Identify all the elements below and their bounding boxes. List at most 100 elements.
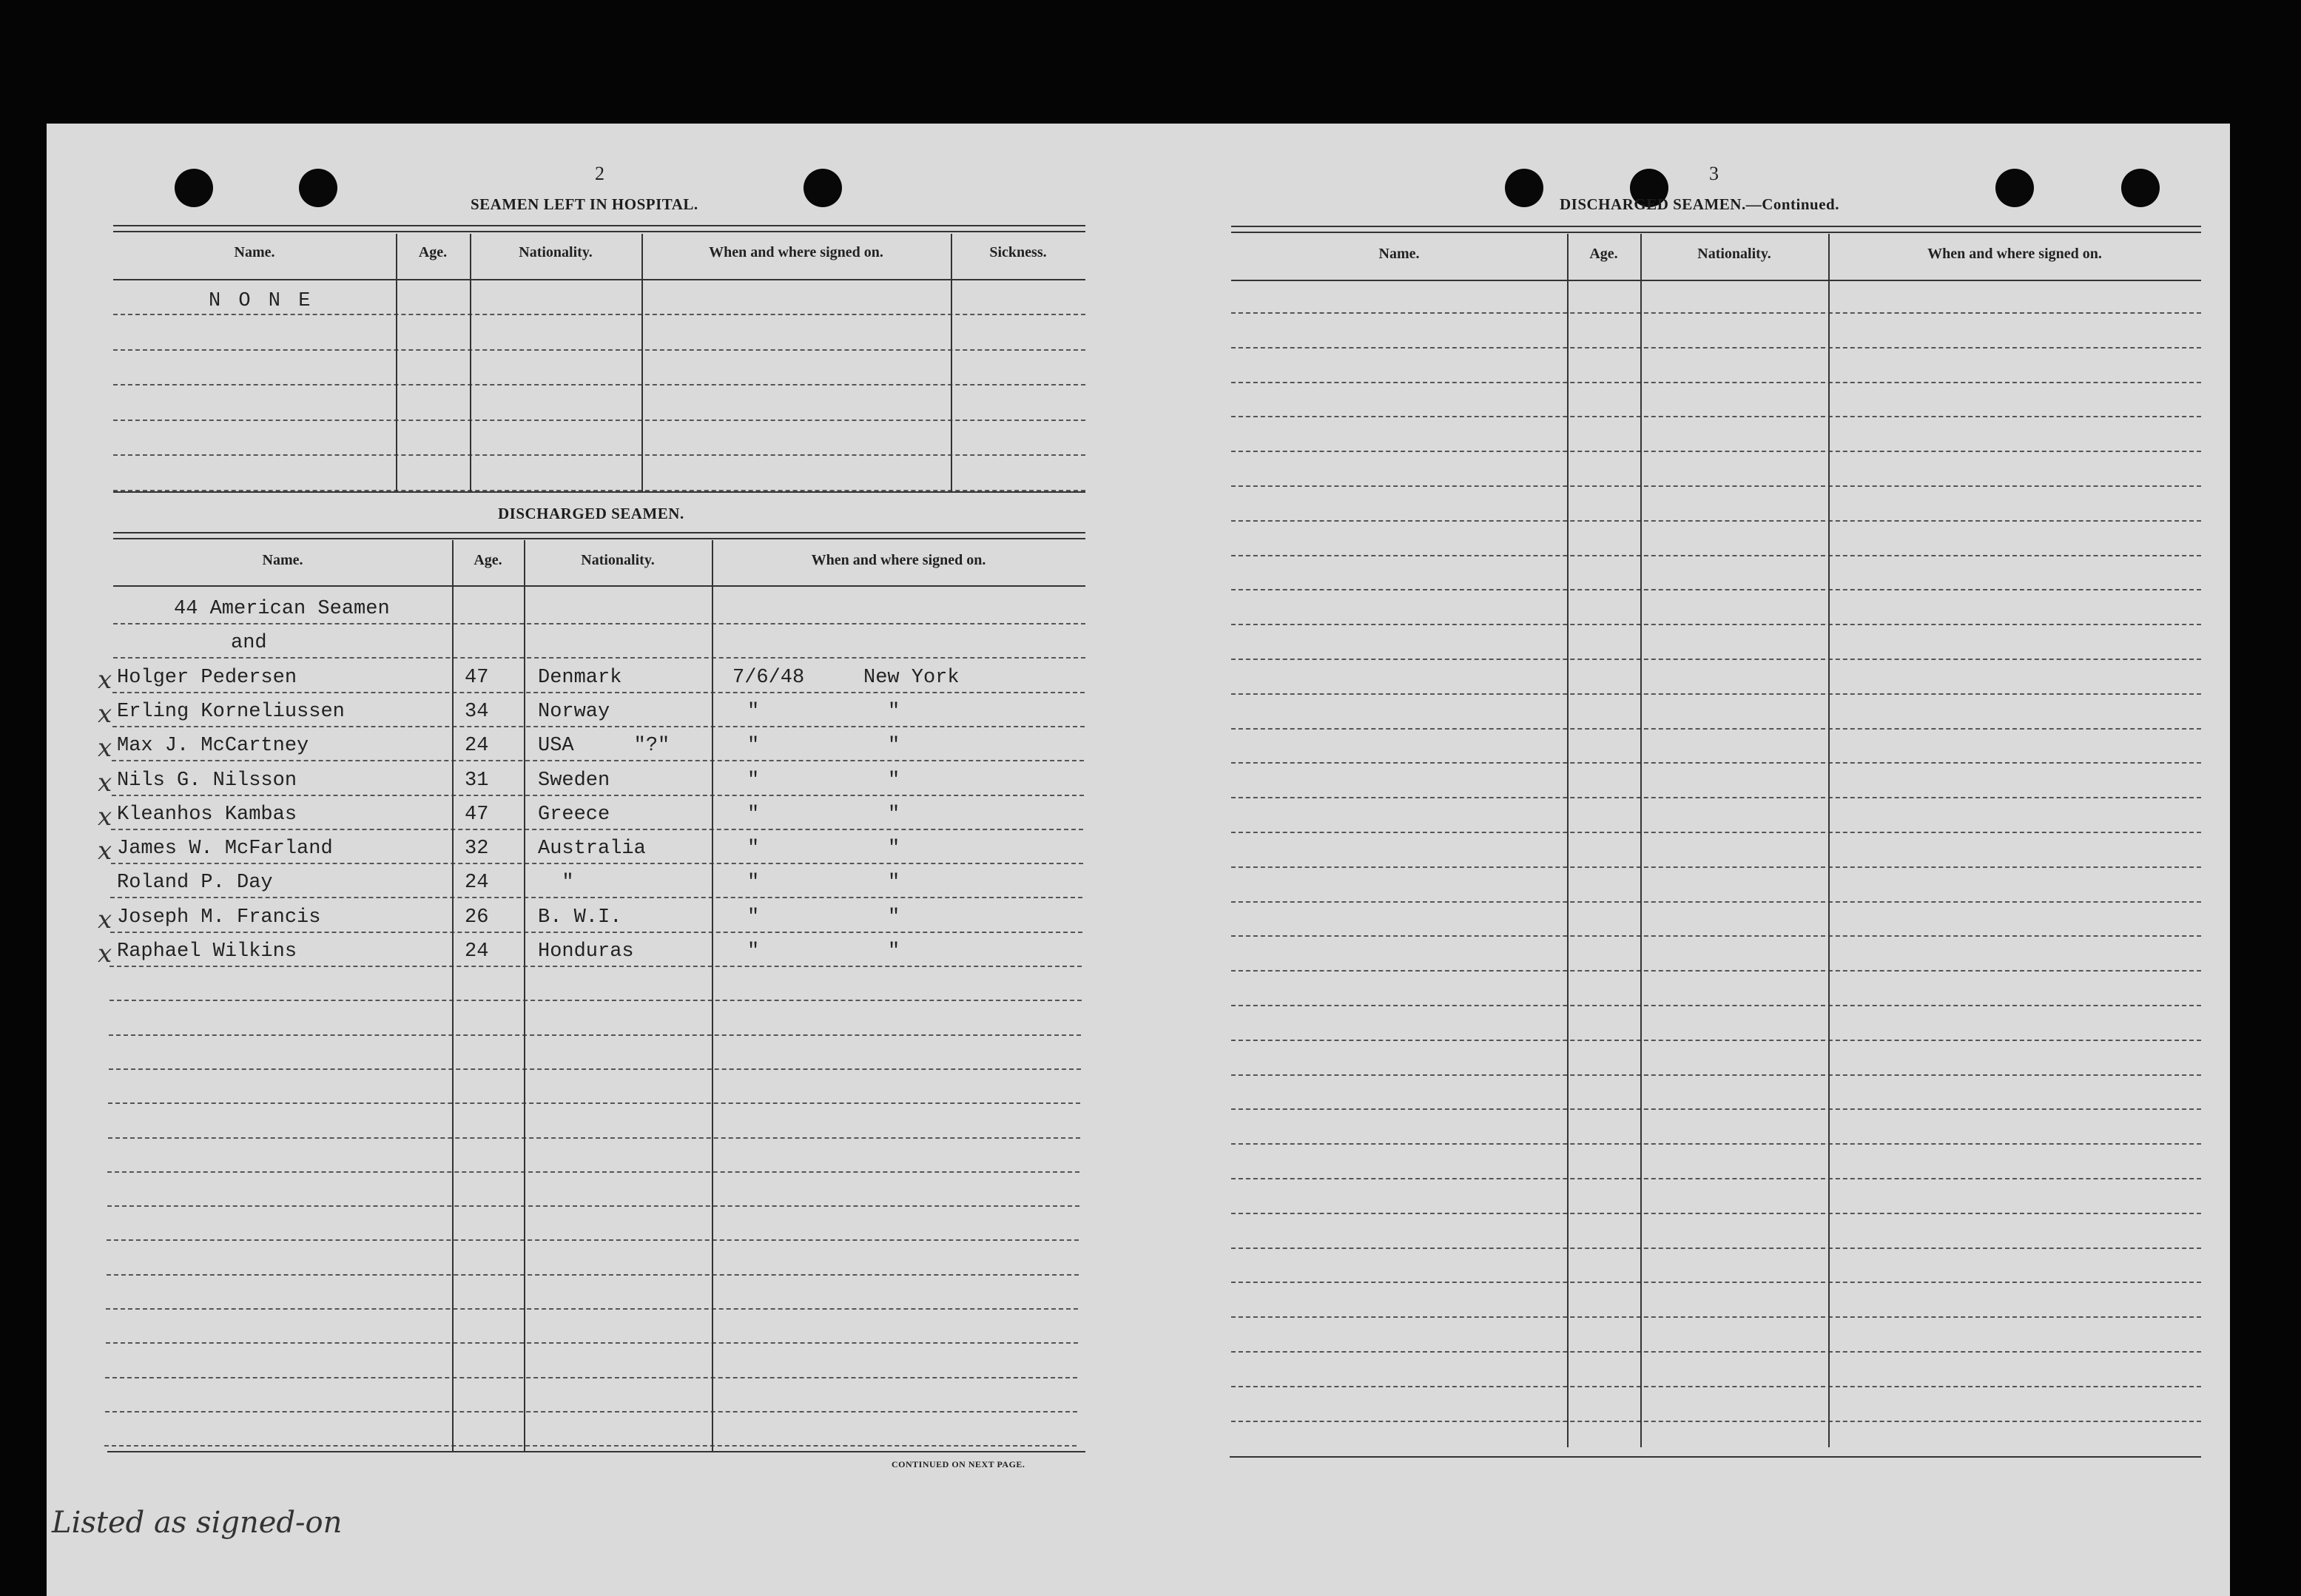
column-divider bbox=[712, 540, 713, 1452]
row-rule bbox=[110, 931, 1082, 933]
column-header: Nationality. bbox=[519, 244, 593, 260]
signed-on-place: " bbox=[888, 769, 900, 792]
rule bbox=[107, 1451, 1085, 1452]
row-rule bbox=[1231, 832, 2201, 833]
seaman-age: 31 bbox=[465, 769, 489, 792]
column-divider bbox=[1640, 234, 1642, 1447]
signed-on-date: " bbox=[747, 940, 760, 963]
row-rule bbox=[111, 828, 1083, 830]
row-rule bbox=[110, 966, 1082, 967]
seaman-nationality: Norway bbox=[538, 700, 610, 723]
seaman-name: Holger Pedersen bbox=[117, 666, 297, 689]
check-mark-icon: x bbox=[98, 698, 112, 729]
row-rule bbox=[105, 1342, 1078, 1344]
column-header: When and where signed on. bbox=[709, 244, 883, 260]
punch-hole bbox=[299, 169, 337, 207]
check-mark-icon: x bbox=[98, 904, 112, 935]
row-rule bbox=[1231, 485, 2201, 487]
seaman-age: 24 bbox=[465, 735, 489, 758]
row-rule bbox=[113, 419, 1085, 421]
column-divider bbox=[452, 540, 454, 1452]
seaman-name: Nils G. Nilsson bbox=[117, 769, 297, 792]
row-rule bbox=[1231, 1074, 2201, 1076]
section-title-hospital: SEAMEN LEFT IN HOSPITAL. bbox=[471, 195, 698, 213]
punch-hole bbox=[1630, 169, 1668, 207]
row-rule bbox=[1231, 1351, 2201, 1353]
row-rule bbox=[105, 1376, 1077, 1378]
seaman-name: Kleanhos Kambas bbox=[117, 803, 297, 826]
rule bbox=[113, 491, 1085, 493]
punch-hole bbox=[175, 169, 213, 207]
column-header: When and where signed on. bbox=[811, 552, 986, 568]
signed-on-place: " bbox=[888, 906, 900, 929]
column-header: Sickness. bbox=[989, 244, 1047, 260]
signed-on-date: " bbox=[747, 872, 760, 895]
seaman-nationality: Greece bbox=[538, 803, 610, 826]
signed-on-place: " bbox=[888, 700, 900, 723]
seaman-nationality: Australia bbox=[538, 838, 646, 861]
column-divider bbox=[470, 234, 471, 493]
seaman-name: James W. McFarland bbox=[117, 838, 333, 861]
signed-on-place: New York bbox=[863, 666, 960, 689]
row-rule bbox=[1231, 1385, 2201, 1387]
column-header: Name. bbox=[234, 244, 275, 260]
column-header: When and where signed on. bbox=[1927, 246, 2102, 262]
row-rule bbox=[113, 384, 1085, 385]
rule bbox=[113, 585, 1085, 587]
row-rule bbox=[1231, 1212, 2201, 1214]
double-rule bbox=[113, 225, 1085, 232]
row-rule bbox=[1231, 346, 2201, 349]
row-rule bbox=[1231, 1247, 2201, 1249]
seaman-name: and bbox=[231, 632, 267, 655]
row-rule bbox=[1231, 381, 2201, 383]
row-rule bbox=[1231, 866, 2201, 868]
row-rule bbox=[106, 1273, 1079, 1276]
signed-on-place: " bbox=[888, 940, 900, 963]
page-number: 2 bbox=[595, 163, 604, 184]
row-rule bbox=[111, 794, 1084, 796]
row-rule bbox=[107, 1137, 1080, 1139]
row-rule bbox=[109, 1034, 1081, 1036]
row-rule bbox=[1231, 762, 2201, 764]
seaman-name: Max J. McCartney bbox=[117, 735, 309, 758]
row-rule bbox=[108, 1068, 1081, 1070]
row-rule bbox=[112, 760, 1084, 762]
punch-hole bbox=[2121, 169, 2160, 207]
signed-on-date: " bbox=[747, 735, 760, 758]
column-header: Age. bbox=[474, 552, 502, 568]
punch-hole bbox=[804, 169, 842, 207]
row-rule bbox=[1231, 554, 2201, 556]
document-page bbox=[47, 124, 2230, 1596]
check-mark-icon: x bbox=[98, 733, 112, 764]
row-rule bbox=[113, 623, 1085, 624]
signed-on-date: " bbox=[747, 700, 760, 723]
seaman-age: 24 bbox=[465, 940, 489, 963]
row-rule bbox=[107, 1239, 1079, 1242]
seaman-nationality: Denmark bbox=[538, 666, 622, 689]
seaman-name: Raphael Wilkins bbox=[117, 940, 297, 963]
seaman-age: 34 bbox=[465, 700, 489, 723]
column-header: Age. bbox=[418, 244, 448, 260]
row-rule bbox=[110, 897, 1082, 899]
seaman-nationality: Sweden bbox=[538, 769, 610, 792]
seaman-nationality: " bbox=[538, 872, 574, 895]
page-number: 3 bbox=[1709, 163, 1719, 184]
row-rule bbox=[1231, 1039, 2201, 1041]
row-rule bbox=[106, 1308, 1078, 1310]
signed-on-place: " bbox=[888, 803, 900, 826]
row-rule bbox=[1231, 312, 2201, 314]
row-rule bbox=[104, 1445, 1077, 1447]
column-header: Name. bbox=[1378, 246, 1420, 262]
row-rule bbox=[1231, 416, 2201, 418]
signed-on-place: " bbox=[888, 735, 900, 758]
hospital-entry: N O N E bbox=[209, 290, 314, 312]
seaman-name: 44 American Seamen bbox=[174, 598, 390, 620]
row-rule bbox=[1231, 519, 2201, 522]
column-header: Nationality. bbox=[1697, 246, 1771, 262]
double-rule bbox=[1231, 226, 2201, 233]
signed-on-date: " bbox=[747, 803, 760, 826]
column-header: Nationality. bbox=[581, 552, 655, 568]
row-rule bbox=[1231, 1005, 2201, 1006]
row-rule bbox=[110, 863, 1083, 865]
row-rule bbox=[1231, 797, 2201, 799]
